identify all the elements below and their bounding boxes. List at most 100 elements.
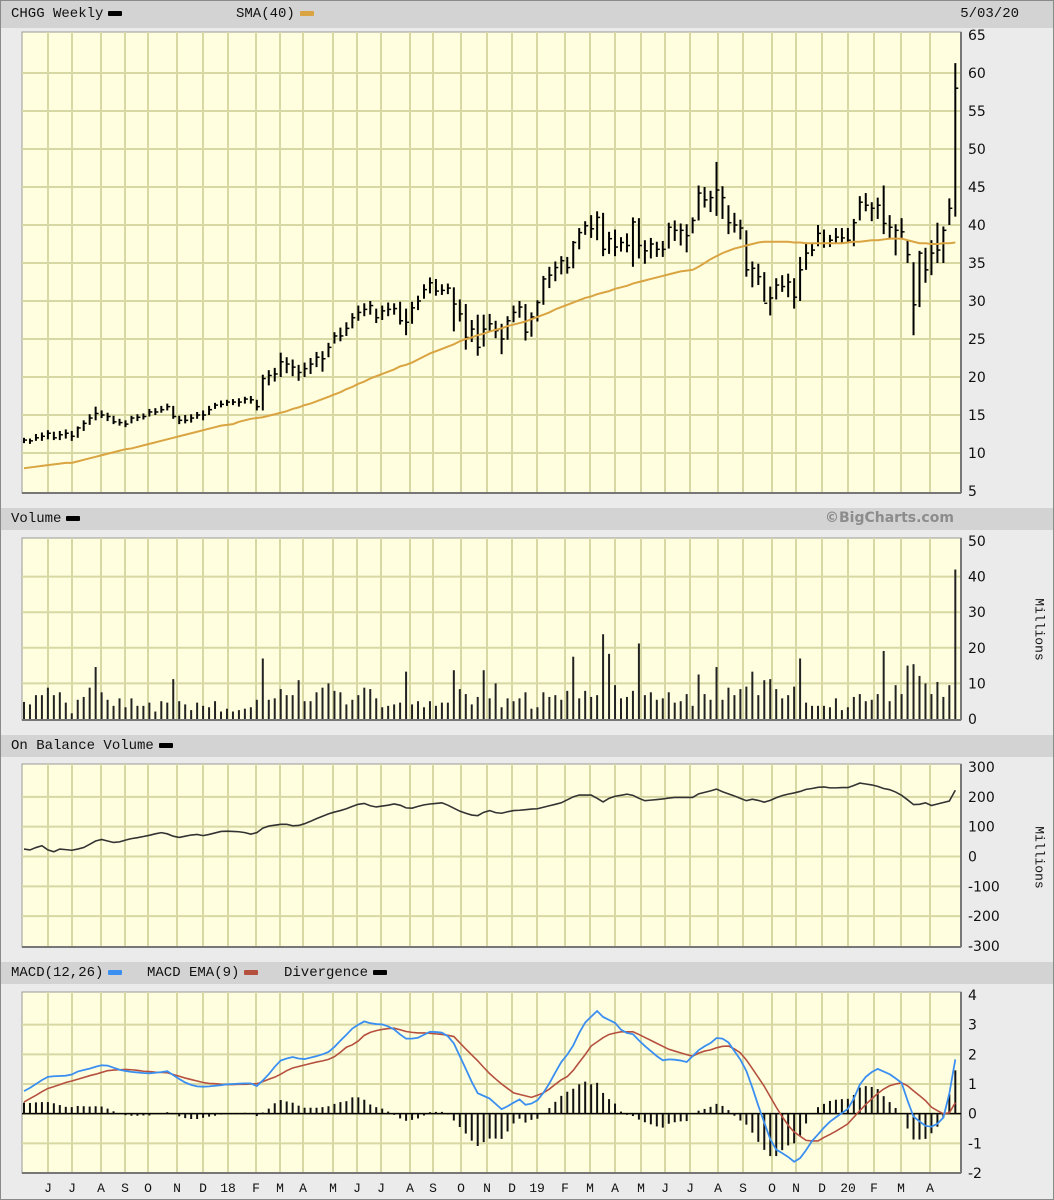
y-tick-label: -200 (968, 909, 1000, 925)
x-tick-label: M (329, 1181, 337, 1196)
macd-ema-label: MACD EMA(9) (147, 965, 240, 981)
y-tick-label: 5 (968, 484, 977, 500)
x-tick-label: O (768, 1181, 776, 1196)
y-tick-label: 15 (968, 408, 986, 424)
obv-panel: 300 200 100 0 -100 -200 -300 (21, 760, 1000, 955)
y-tick-label: 25 (968, 332, 986, 348)
y-tick-label: 200 (968, 790, 995, 806)
symbol-label: CHGG Weekly (11, 6, 104, 22)
x-tick-label: J (353, 1181, 361, 1196)
y-tick-label: 20 (968, 370, 986, 386)
y-tick-label: 30 (968, 605, 986, 621)
x-tick-label: S (121, 1181, 129, 1196)
divergence-label: Divergence (284, 965, 369, 981)
sma-line (23, 237, 956, 470)
x-tick-label: S (739, 1181, 747, 1196)
y-tick-label: 10 (968, 676, 986, 692)
x-tick-label: 19 (529, 1181, 545, 1196)
macd-ema-line (23, 1027, 957, 1142)
price-panel-header: CHGG Weekly SMA(40) 5/03/20 (1, 1, 1053, 28)
price-panel: 65 60 55 50 45 40 35 30 25 20 15 10 5 (21, 28, 986, 500)
y-tick-label: -100 (968, 879, 1000, 895)
x-tick-label: A (97, 1181, 105, 1196)
macd-label: MACD(12,26) (11, 965, 104, 981)
y-tick-label: -1 (968, 1136, 982, 1152)
x-tick-label: F (870, 1181, 878, 1196)
macd-plot-area (21, 991, 962, 1174)
x-tick-label: F (252, 1181, 260, 1196)
x-tick-label: A (299, 1181, 307, 1196)
x-tick-label: J (44, 1181, 52, 1196)
volume-panel: 50 40 30 20 10 0 (21, 534, 986, 728)
x-tick-label: A (714, 1181, 722, 1196)
y-tick-label: 40 (968, 570, 986, 586)
y-tick-label: 4 (968, 988, 977, 1004)
x-tick-label: D (199, 1181, 207, 1196)
obv-line (23, 782, 957, 853)
y-tick-label: 20 (968, 641, 986, 657)
x-tick-label: A (926, 1181, 934, 1196)
x-tick-label: N (173, 1181, 181, 1196)
y-tick-label: 35 (968, 256, 986, 272)
sma-legend-swatch (299, 10, 314, 16)
volume-title: Volume (11, 511, 62, 527)
x-tick-label: M (276, 1181, 284, 1196)
y-tick-label: -2 (968, 1166, 982, 1182)
x-tick-label: D (508, 1181, 516, 1196)
y-tick-label: -300 (968, 939, 1000, 955)
x-tick-label: 18 (220, 1181, 236, 1196)
volume-legend-swatch (66, 515, 81, 521)
y-tick-label: 0 (968, 850, 977, 866)
price-legend-item: CHGG Weekly (11, 6, 123, 22)
x-tick-label: F (561, 1181, 569, 1196)
divergence-legend-swatch (373, 969, 388, 975)
macd-ema-legend-swatch (244, 969, 259, 975)
x-tick-label: J (661, 1181, 669, 1196)
x-tick-label: D (818, 1181, 826, 1196)
y-tick-label: 50 (968, 534, 986, 550)
volume-panel-header: Volume ©BigCharts.com (1, 508, 1053, 530)
y-tick-label: 0 (968, 1107, 977, 1123)
y-tick-label: 55 (968, 104, 986, 120)
y-tick-label: 30 (968, 294, 986, 310)
y-tick-label: 65 (968, 28, 986, 44)
y-tick-label: 300 (968, 760, 995, 776)
macd-panel-header: MACD(12,26) MACD EMA(9) Divergence (1, 962, 1053, 984)
x-tick-label: S (429, 1181, 437, 1196)
obv-title: On Balance Volume (11, 738, 154, 754)
x-tick-label: O (457, 1181, 465, 1196)
obv-legend-swatch (158, 742, 173, 748)
obv-panel-header: On Balance Volume (1, 735, 1053, 757)
x-tick-label: J (686, 1181, 694, 1196)
y-tick-label: 3 (968, 1018, 977, 1034)
x-tick-label: M (637, 1181, 645, 1196)
volume-plot-area (21, 537, 962, 721)
y-tick-label: 60 (968, 66, 986, 82)
y-tick-label: 2 (968, 1047, 977, 1063)
y-tick-label: 0 (968, 712, 977, 728)
chart-date: 5/03/20 (960, 6, 1019, 22)
macd-panel: 4 3 2 1 0 -1 -2 (21, 988, 982, 1182)
x-tick-label: 20 (840, 1181, 856, 1196)
macd-line (23, 1009, 957, 1163)
bigcharts-watermark: ©BigCharts.com (825, 510, 954, 526)
y-tick-label: 10 (968, 446, 986, 462)
x-tick-label: O (144, 1181, 152, 1196)
y-tick-label: 50 (968, 142, 986, 158)
sma-legend-item: SMA(40) (236, 6, 314, 22)
x-tick-label: M (586, 1181, 594, 1196)
x-tick-label: J (377, 1181, 385, 1196)
x-tick-label: A (406, 1181, 414, 1196)
x-tick-label: N (483, 1181, 491, 1196)
y-tick-label: 1 (968, 1077, 977, 1093)
y-tick-label: 100 (968, 820, 995, 836)
macd-legend-swatch (108, 969, 123, 975)
x-tick-label: A (611, 1181, 619, 1196)
x-tick-label: M (897, 1181, 905, 1196)
x-tick-label: N (792, 1181, 800, 1196)
y-tick-label: 40 (968, 218, 986, 234)
y-tick-label: 45 (968, 180, 986, 196)
sma-label: SMA(40) (236, 6, 295, 22)
price-legend-swatch (108, 10, 123, 16)
